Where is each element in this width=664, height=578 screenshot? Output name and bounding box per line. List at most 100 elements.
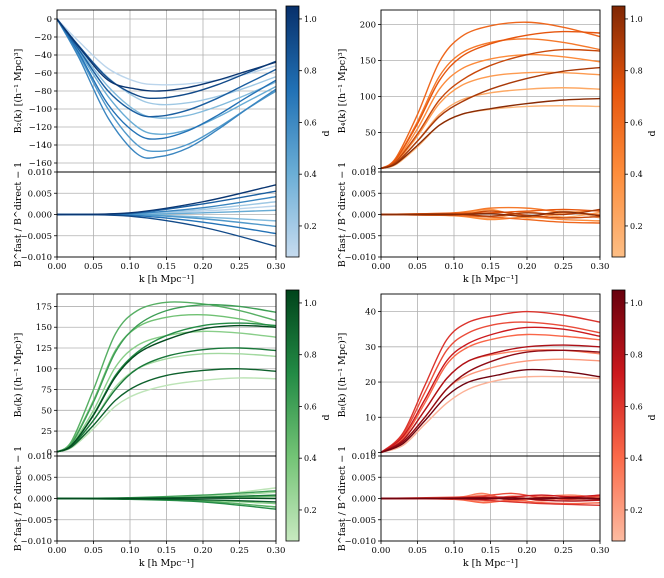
ratio-series-group	[57, 184, 276, 248]
ratio-ytick-label-2: 0.000	[352, 211, 376, 221]
series-line-5	[57, 18, 276, 159]
ytick-label-1: −20	[34, 33, 52, 43]
series-line-4	[381, 321, 600, 454]
ytick-label-1: 10	[365, 413, 376, 423]
colorbar-tick-label-4: 1.0	[630, 15, 643, 24]
colorbar-tick-label-1: 0.4	[630, 454, 643, 463]
series-line-7	[381, 344, 600, 454]
xtick-label-5: 0.25	[554, 262, 573, 272]
xtick-label-0: 0.00	[372, 546, 391, 556]
x-axis-label: k [h Mpc⁻¹]	[139, 558, 194, 569]
ytick-label-1: 50	[365, 128, 376, 138]
series-line-8	[381, 66, 600, 170]
ratio-y-axis-label: B^fast / B^direct − 1	[13, 446, 24, 551]
colorbar-label: d	[321, 130, 332, 136]
ratio-series-group	[57, 487, 276, 510]
x-axis-label: k [h Mpc⁻¹]	[463, 558, 518, 569]
ratio-ytick-label-3: −0.005	[21, 232, 52, 242]
colorbar-label: d	[321, 414, 332, 420]
series-line-9	[381, 97, 600, 170]
ratio-ytick-label-3: −0.005	[21, 516, 52, 526]
ratio-ytick-label-2: 0.000	[28, 211, 52, 221]
series-line-7	[381, 48, 600, 170]
series-line-2	[57, 330, 276, 453]
ytick-label-2: 100	[360, 92, 376, 102]
ratio-ytick-label-0: 0.010	[352, 168, 376, 178]
x-axis-label: k [h Mpc⁻¹]	[463, 274, 518, 285]
ratio-series-group	[381, 206, 600, 224]
ytick-label-4: −80	[34, 87, 52, 97]
ratio-ytick-label-4: −0.010	[21, 253, 52, 263]
panel-B6: 0 25 50 75 100 125 150 175 0.010 0.005 0.000 −0.005…	[13, 289, 332, 569]
xtick-label-3: 0.15	[481, 546, 500, 556]
ytick-label-3: 150	[360, 56, 376, 66]
top-series-group	[381, 21, 600, 170]
y-axis-label: B₈(k) [(h⁻¹ Mpc)³]	[337, 333, 348, 418]
ratio-line-9	[57, 184, 276, 216]
xtick-label-2: 0.10	[445, 262, 464, 272]
series-line-9	[57, 18, 276, 92]
colorbar	[285, 289, 300, 542]
xtick-label-3: 0.15	[481, 262, 500, 272]
xtick-label-0: 0.00	[372, 262, 391, 272]
series-line-6	[381, 30, 600, 170]
ytick-label-2: 50	[41, 406, 52, 416]
ratio-line-4	[381, 492, 600, 501]
xtick-label-2: 0.10	[445, 546, 464, 556]
xtick-label-3: 0.15	[157, 546, 176, 556]
ratio-series-group	[381, 492, 600, 506]
ytick-label-0: 0	[47, 448, 52, 458]
ratio-ytick-label-2: 0.000	[352, 495, 376, 505]
ytick-label-3: −60	[34, 69, 52, 79]
ratio-y-axis-label: B^fast / B^direct − 1	[337, 446, 348, 551]
ratio-line-9	[381, 496, 600, 500]
ytick-label-0: 0	[47, 15, 52, 25]
xtick-label-4: 0.20	[518, 546, 537, 556]
xtick-label-2: 0.10	[121, 262, 140, 272]
y-axis-label: B₄(k) [(h⁻¹ Mpc)³]	[337, 49, 348, 134]
series-line-0	[57, 377, 276, 453]
ytick-label-3: 75	[41, 386, 52, 396]
ratio-ytick-label-2: 0.000	[28, 495, 52, 505]
ytick-label-6: −120	[29, 123, 52, 133]
series-line-8	[381, 349, 600, 454]
y-axis-label: B₂(k) [(h⁻¹ Mpc)³]	[13, 49, 24, 134]
top-series-group	[57, 18, 276, 159]
xtick-label-6: 0.30	[267, 546, 286, 556]
colorbar-tick-label-3: 0.8	[630, 351, 643, 360]
series-line-0	[381, 375, 600, 454]
xtick-label-6: 0.30	[267, 262, 286, 272]
series-line-5	[57, 303, 276, 453]
ytick-label-0: 0	[371, 448, 376, 458]
ytick-label-2: 20	[365, 378, 376, 388]
series-line-3	[381, 333, 600, 454]
top-series-group	[57, 301, 276, 453]
ratio-ytick-label-4: −0.010	[345, 253, 376, 263]
ratio-ytick-label-1: 0.005	[28, 473, 52, 483]
ytick-label-4: 40	[365, 308, 376, 318]
xtick-label-0: 0.00	[48, 262, 67, 272]
colorbar-tick-label-1: 0.4	[304, 170, 317, 179]
x-axis-label: k [h Mpc⁻¹]	[139, 274, 194, 285]
ratio-ytick-label-0: 0.010	[28, 452, 52, 462]
xtick-label-1: 0.05	[84, 546, 103, 556]
colorbar-tick-label-2: 0.6	[304, 402, 317, 411]
xtick-label-4: 0.20	[518, 262, 537, 272]
panel-B8: 0 10 20 30 40 0.010 0.005 0.000 −0.005 −0.0100.00…	[337, 289, 658, 569]
xtick-label-5: 0.25	[230, 546, 249, 556]
series-line-7	[57, 347, 276, 453]
colorbar-tick-label-2: 0.6	[630, 118, 643, 127]
colorbar	[611, 289, 626, 542]
series-line-5	[381, 21, 600, 170]
series-line-2	[57, 18, 276, 119]
xtick-label-2: 0.10	[121, 546, 140, 556]
ratio-y-axis-label: B^fast / B^direct − 1	[13, 162, 24, 267]
series-line-8	[57, 368, 276, 453]
colorbar-tick-label-3: 0.8	[304, 351, 317, 360]
ratio-ytick-label-1: 0.005	[352, 473, 376, 483]
colorbar-tick-label-0: 0.2	[630, 222, 643, 231]
xtick-label-4: 0.20	[194, 546, 213, 556]
series-line-5	[381, 310, 600, 454]
series-line-4	[57, 301, 276, 453]
xtick-label-1: 0.05	[84, 262, 103, 272]
